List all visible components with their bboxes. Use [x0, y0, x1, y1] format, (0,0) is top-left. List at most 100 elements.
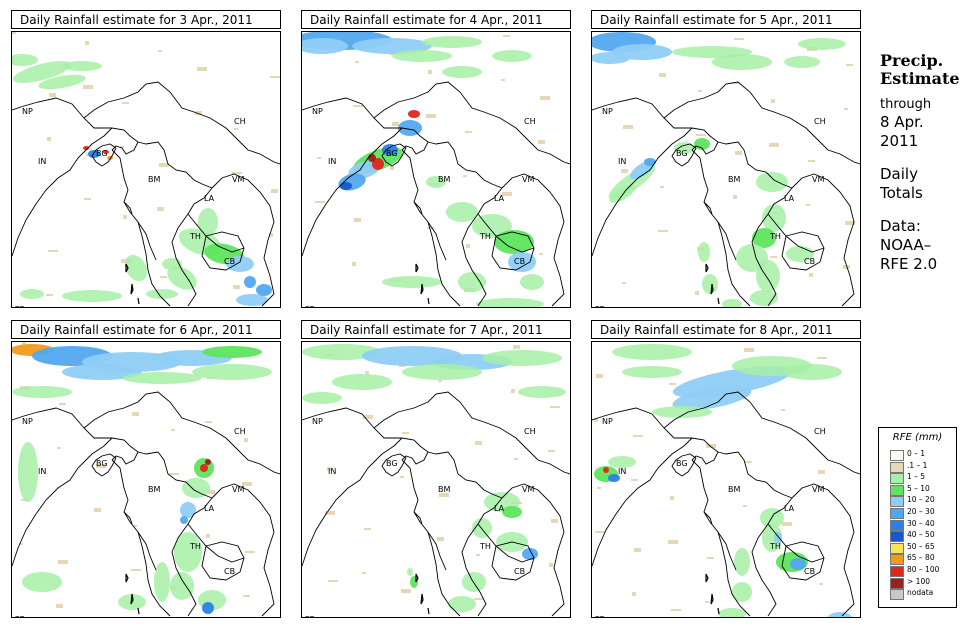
country-label: CE	[14, 615, 25, 617]
rain-speckle	[782, 522, 792, 526]
border-line	[381, 143, 407, 167]
country-label: CH	[814, 427, 826, 436]
rain-speckle	[269, 233, 273, 237]
rain-speckle	[597, 487, 601, 489]
country-label: CB	[804, 257, 815, 266]
rain-speckle	[671, 609, 681, 611]
border-line	[703, 201, 713, 215]
rain-speckle	[245, 551, 255, 553]
border-line	[592, 437, 693, 567]
side-title: Precip. Estimate	[880, 51, 960, 88]
rain-patch	[782, 364, 842, 380]
rain-speckle	[465, 131, 472, 133]
legend-swatch	[890, 461, 904, 473]
rain-speckle	[196, 224, 200, 226]
rain-speckle	[206, 534, 210, 538]
rain-patch	[592, 52, 630, 64]
rain-patch	[762, 524, 782, 552]
island	[705, 573, 709, 583]
map-area: NP CH IN BG BM VM LA TH CB CE	[301, 341, 571, 618]
legend-label: 20 – 30	[907, 507, 935, 516]
rain-speckle	[400, 476, 404, 478]
country-label: LA	[494, 194, 505, 203]
rain-patch	[12, 54, 38, 66]
rain-patch	[402, 364, 482, 380]
legend-item: 50 – 65	[890, 542, 956, 554]
legend-item: 65 – 80	[890, 553, 956, 566]
rain-speckle	[120, 146, 124, 148]
rain-patch	[62, 290, 122, 302]
country-label: CB	[224, 257, 235, 266]
rainfall-map: NP CH IN BG BM VM LA TH CB CE	[12, 342, 280, 617]
rain-speckle	[669, 383, 676, 385]
rain-speckle	[19, 543, 23, 545]
country-label: VM	[812, 485, 824, 494]
rain-patch	[182, 478, 210, 498]
rain-speckle	[22, 342, 26, 346]
rain-patch	[236, 294, 268, 306]
country-label: CE	[304, 615, 315, 617]
rain-speckle	[744, 348, 754, 352]
island	[125, 263, 129, 273]
rain-speckle	[845, 221, 855, 225]
rain-speckle	[58, 560, 68, 564]
rain-patch	[12, 61, 72, 83]
island	[415, 263, 419, 273]
rain-speckle	[670, 496, 674, 500]
border-line	[663, 81, 860, 165]
country-label: CE	[594, 615, 605, 617]
border-line	[302, 127, 403, 257]
rain-speckle	[59, 403, 66, 405]
border-line	[717, 141, 793, 189]
rain-speckle	[734, 38, 744, 40]
country-label: TH	[189, 542, 201, 551]
rain-patch	[154, 562, 170, 602]
border-line	[12, 407, 139, 465]
country-label: BG	[96, 149, 108, 158]
legend-label: 5 – 10	[907, 483, 930, 493]
island	[427, 607, 430, 615]
legend-label: 30 – 40	[907, 518, 935, 528]
border-line	[671, 453, 697, 477]
country-label: CH	[524, 427, 536, 436]
panel-title: Daily Rainfall estimate for 8 Apr., 2011	[591, 320, 861, 339]
legend-swatch	[890, 496, 904, 508]
border-line	[413, 511, 423, 525]
rain-patch	[167, 266, 197, 290]
legend-label: 40 – 50	[907, 530, 935, 540]
country-label: BM	[438, 485, 450, 494]
rain-speckle	[808, 160, 815, 162]
rain-speckle	[327, 467, 331, 471]
country-label: BG	[676, 459, 688, 468]
legend-label: 0 – 1	[907, 449, 926, 458]
rain-speckle	[355, 61, 359, 63]
country-label: BG	[386, 459, 398, 468]
rain-patch	[198, 208, 218, 236]
rain-speckle	[157, 207, 164, 211]
rain-patch	[608, 456, 636, 468]
rain-speckle	[363, 415, 373, 419]
rain-speckle	[707, 557, 714, 559]
rain-speckle	[159, 163, 169, 167]
rain-speckle	[781, 409, 785, 411]
rain-patch	[226, 256, 254, 272]
border-line	[717, 531, 737, 571]
country-label: CH	[814, 117, 826, 126]
rain-speckle	[48, 250, 58, 252]
rain-speckle	[390, 166, 394, 170]
rain-speckle	[548, 450, 555, 452]
rainfall-map: NP CH IN BG BM VM LA TH CB CE	[302, 32, 570, 307]
rain-speckle	[352, 262, 356, 266]
map-area: NP CH IN BG BM VM LA TH CB CE	[11, 341, 281, 618]
rain-speckle	[12, 32, 16, 34]
rain-speckle	[476, 554, 480, 556]
rain-patch	[382, 276, 442, 288]
map-area: NP CH IN BG BM VM LA TH CB CE	[591, 341, 861, 618]
rain-patch	[784, 56, 820, 68]
rain-speckle	[511, 389, 515, 393]
rain-speckle	[365, 371, 369, 375]
rain-patch	[448, 596, 476, 612]
rainfall-map: NP CH IN BG BM VM LA TH CB CE	[12, 32, 280, 307]
rain-patch	[472, 518, 492, 538]
rain-speckle	[402, 432, 409, 434]
